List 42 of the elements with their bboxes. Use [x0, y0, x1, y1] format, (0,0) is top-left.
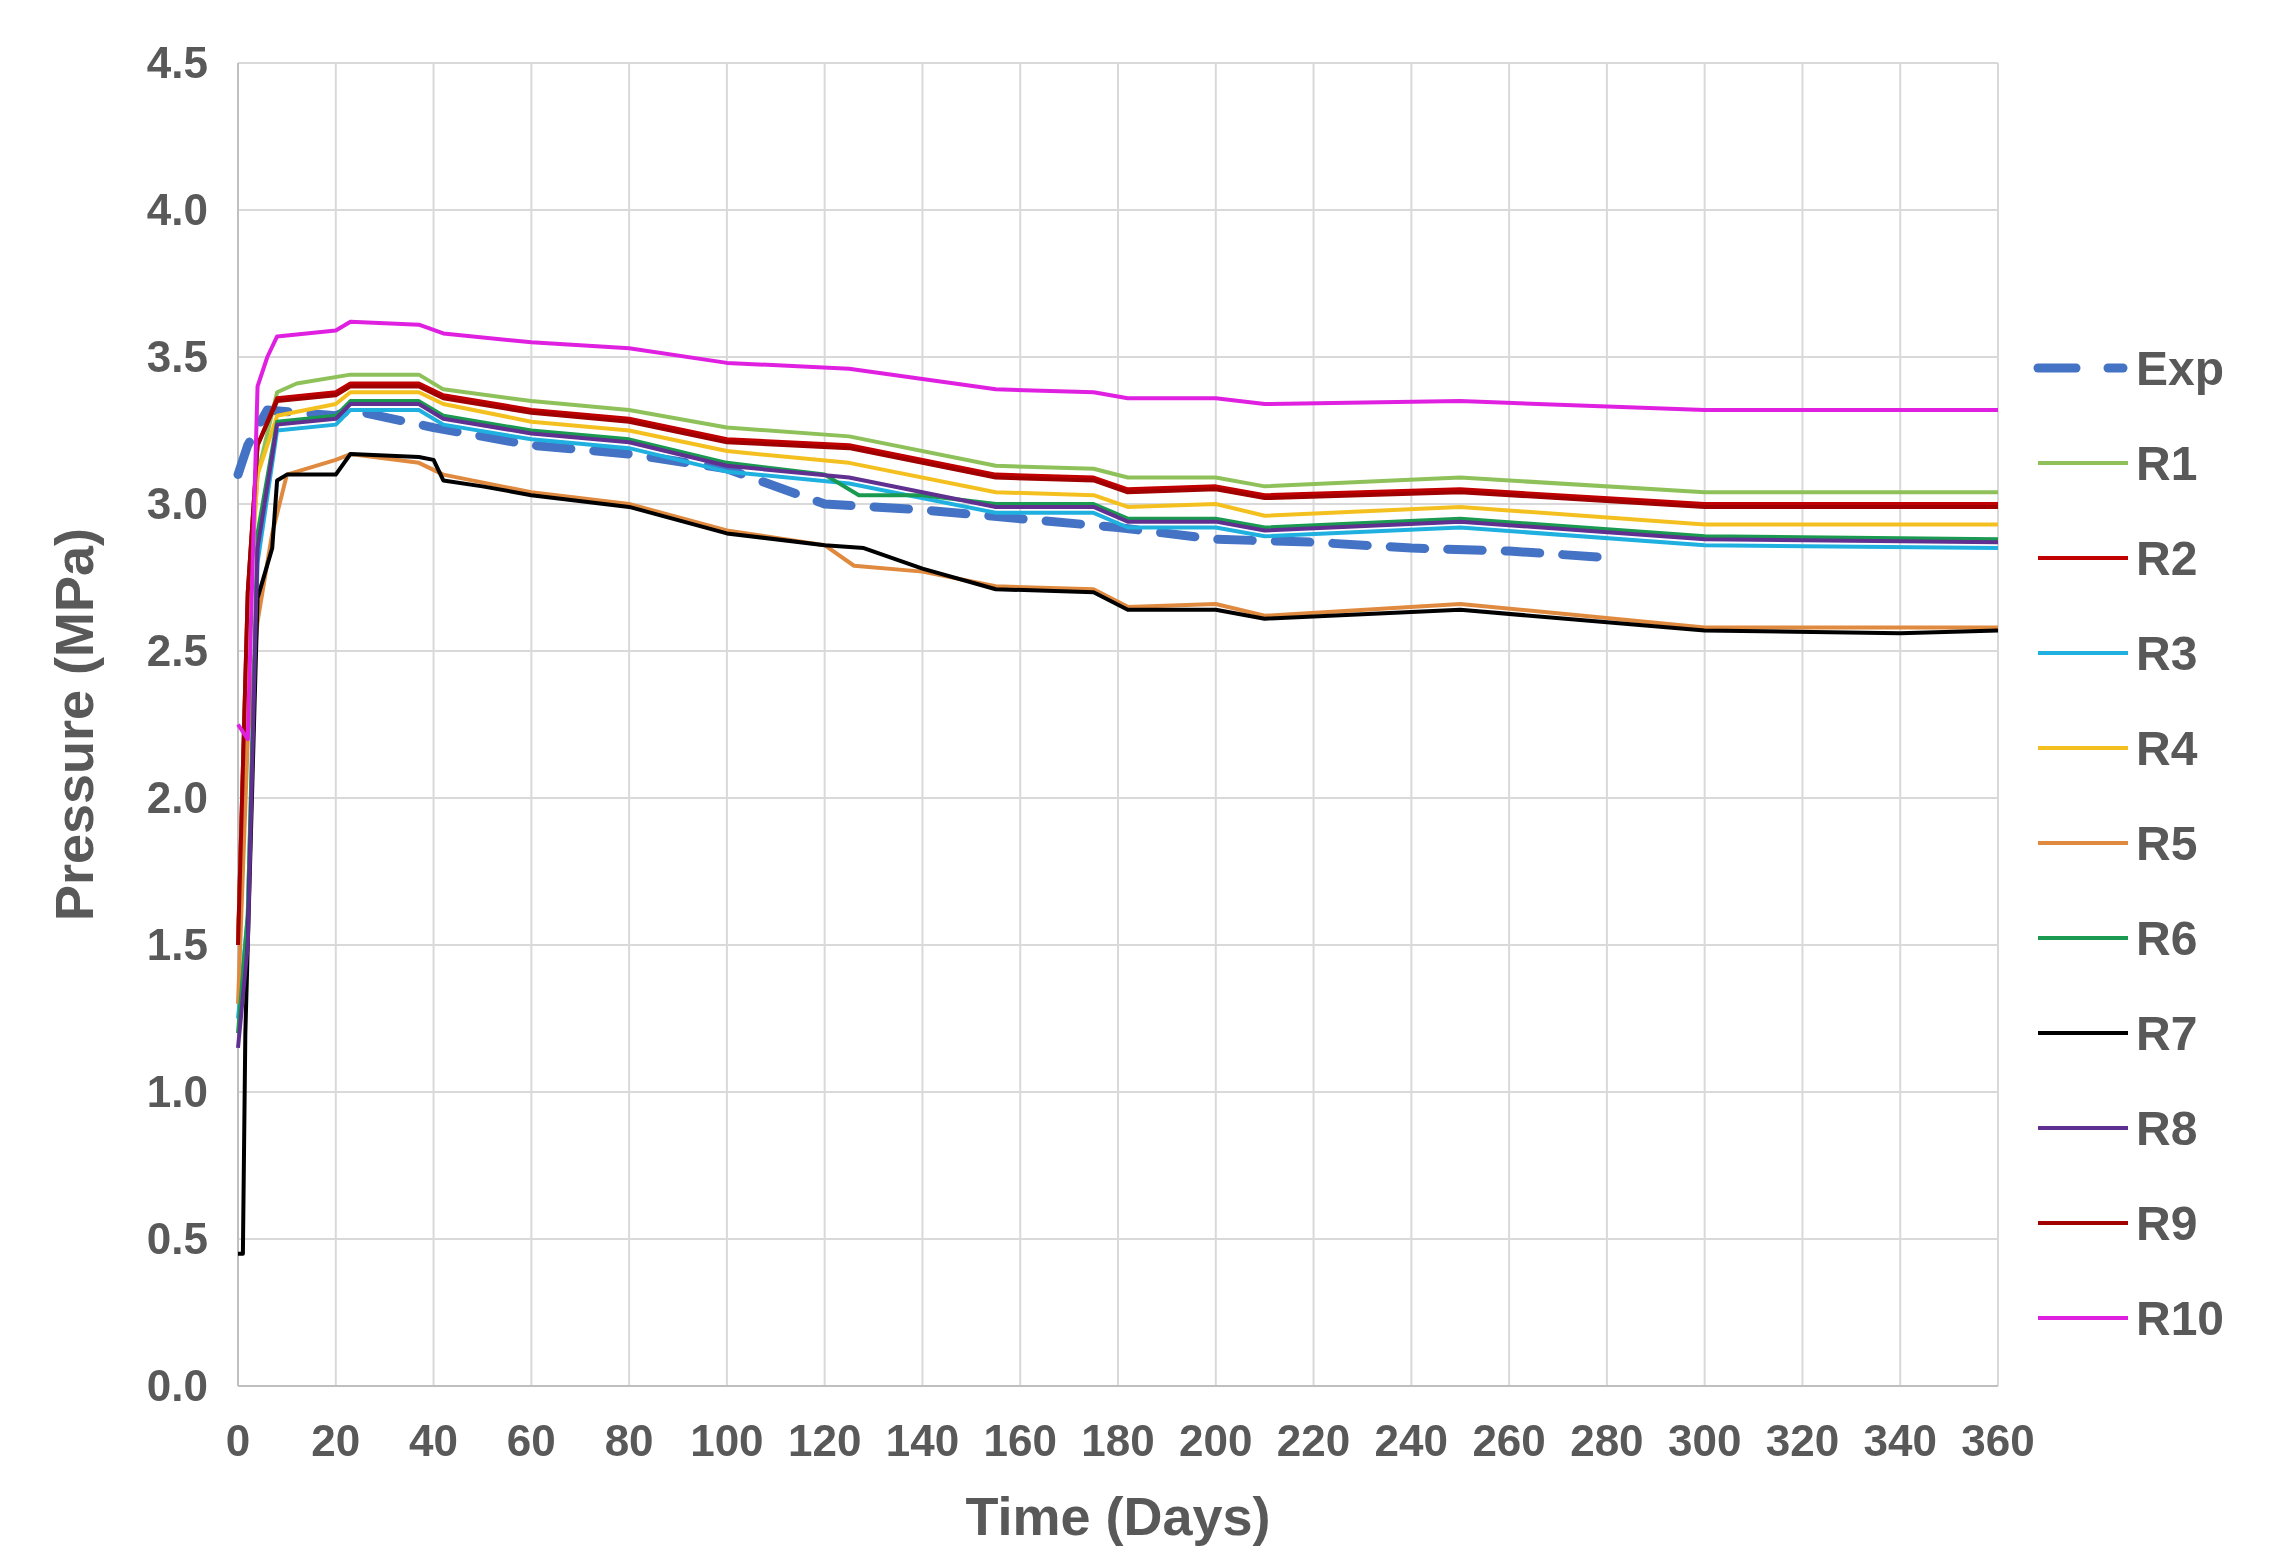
y-tick-label: 1.5 — [146, 920, 208, 969]
x-tick-label: 260 — [1472, 1416, 1546, 1465]
x-tick-label: 140 — [885, 1416, 960, 1465]
x-tick-label: 280 — [1570, 1416, 1644, 1465]
legend-label: R1 — [2136, 437, 2198, 490]
x-tick-label: 160 — [983, 1416, 1057, 1465]
y-tick-label: 2.0 — [146, 773, 208, 822]
x-tick-label: 60 — [506, 1416, 556, 1465]
y-tick-label: 4.5 — [146, 38, 208, 87]
y-tick-label: 0.5 — [146, 1214, 208, 1263]
legend-label: R3 — [2136, 627, 2198, 680]
legend-label: R5 — [2136, 817, 2198, 870]
y-tick-label: 3.0 — [146, 479, 208, 528]
x-tick-label: 300 — [1667, 1416, 1742, 1465]
x-tick-label: 120 — [787, 1416, 862, 1465]
legend-label: R9 — [2136, 1197, 2198, 1250]
legend-label: R7 — [2136, 1007, 2198, 1060]
x-tick-label: 180 — [1081, 1416, 1155, 1465]
legend-label: R6 — [2136, 912, 2198, 965]
x-tick-label: 220 — [1276, 1416, 1351, 1465]
x-tick-label: 360 — [1961, 1416, 2035, 1465]
y-tick-label: 1.0 — [146, 1067, 208, 1116]
x-tick-label: 340 — [1863, 1416, 1937, 1465]
legend-label: Exp — [2136, 342, 2225, 395]
x-tick-label: 240 — [1374, 1416, 1449, 1465]
x-tick-label: 320 — [1765, 1416, 1840, 1465]
y-tick-label: 2.5 — [146, 626, 208, 675]
x-tick-label: 20 — [311, 1416, 361, 1465]
x-tick-label: 0 — [225, 1416, 251, 1465]
x-tick-label: 100 — [690, 1416, 764, 1465]
y-tick-label: 0.0 — [146, 1361, 208, 1410]
y-tick-label: 3.5 — [146, 332, 208, 381]
legend-label: R2 — [2136, 532, 2198, 585]
x-tick-label: 80 — [604, 1416, 654, 1465]
legend-label: R10 — [2136, 1292, 2225, 1345]
x-tick-label: 200 — [1179, 1416, 1253, 1465]
legend-label: R4 — [2136, 722, 2198, 775]
y-tick-label: 4.0 — [146, 185, 208, 234]
y-axis-title: Pressure (MPa) — [44, 527, 104, 922]
legend-label: R8 — [2136, 1102, 2198, 1155]
x-axis-title: Time (Days) — [965, 1486, 1271, 1546]
x-tick-label: 40 — [409, 1416, 459, 1465]
